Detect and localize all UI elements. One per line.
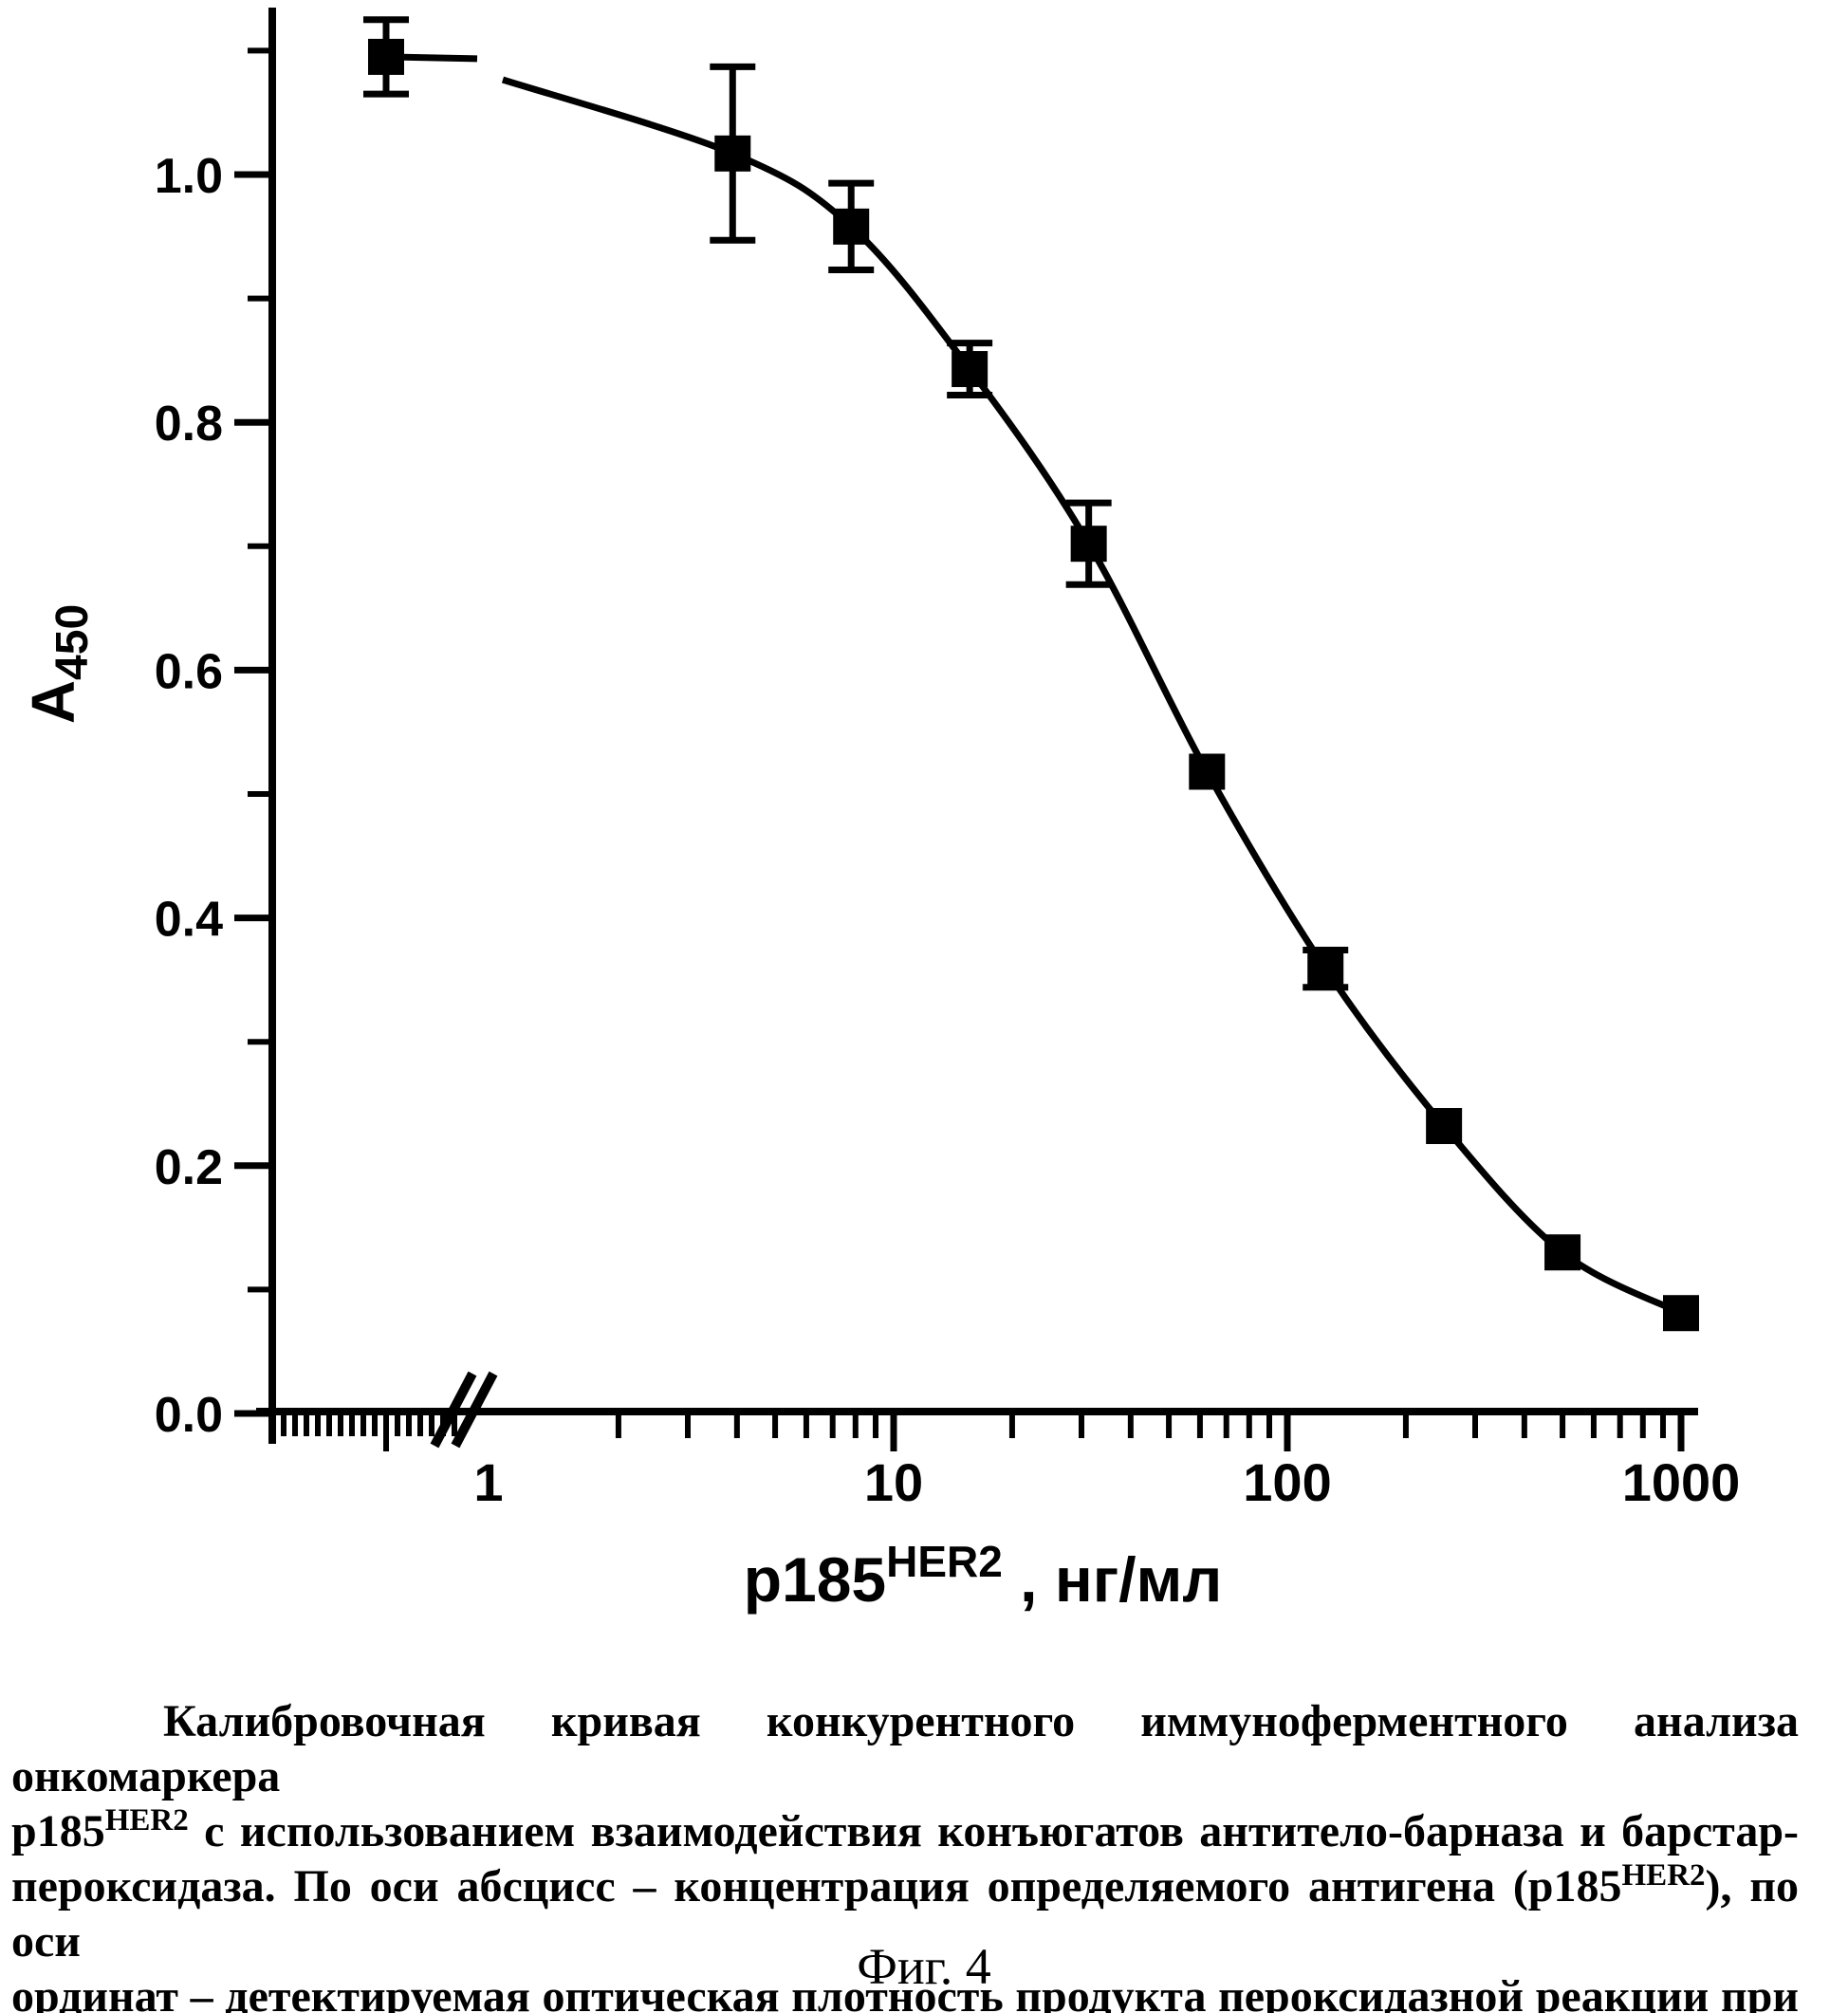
y-tick-label: 0.2: [155, 1140, 223, 1195]
data-point-marker: [1070, 526, 1107, 563]
y-tick-label: 0.4: [155, 893, 223, 948]
axis-break-slash: [430, 1371, 477, 1449]
x-tick-label: 10: [864, 1452, 923, 1512]
figure-label: Фиг. 4: [857, 1938, 991, 1995]
caption-superscript: HER2: [104, 1803, 189, 1838]
data-point-marker: [1663, 1295, 1699, 1332]
calibration-chart: 0.0 0.2 0.4 0.6 0.8 1.0 1 10 100 1000 A450 p185HE…: [19, 8, 1741, 1615]
caption-text: ), по оси: [11, 1861, 1800, 1967]
x-tick-label: 100: [1243, 1452, 1331, 1512]
data-point-marker: [714, 135, 751, 172]
caption-superscript: HER2: [1621, 1858, 1706, 1893]
data-point-marker: [1544, 1234, 1581, 1271]
caption-text: p185: [11, 1806, 105, 1856]
data-point-marker: [952, 351, 989, 388]
curve-line: [501, 76, 1683, 1317]
y-tick-label: 0.8: [155, 397, 223, 452]
caption-line: p185HER2 с использованием взаимодействия…: [11, 1804, 1799, 1859]
caption-line: Калибровочная кривая конкурентного иммун…: [11, 1694, 1799, 1804]
x-tick-label: 1: [473, 1452, 503, 1512]
caption-line: ординат – детектируемая оптическая плотн…: [11, 1969, 1799, 2013]
y-tick-label: 1.0: [155, 149, 223, 204]
caption-text: пероксидаза. По оси абсцисс – концентрац…: [11, 1861, 1622, 1911]
data-point-marker: [833, 208, 870, 245]
chart-generated-layer: 0.0 0.2 0.4 0.6 0.8 1.0 1 10 100 1000: [155, 8, 1741, 1512]
x-tick-label: 1000: [1622, 1452, 1741, 1512]
data-point-marker: [1307, 951, 1344, 988]
caption-text: с использованием взаимодействия конъюгат…: [188, 1806, 1799, 1856]
y-tick-label: 0.0: [155, 1388, 223, 1443]
y-axis-title: A450: [19, 604, 98, 724]
data-point-marker: [1426, 1108, 1463, 1145]
data-point-marker: [368, 38, 404, 75]
caption-text: ординат – детектируемая оптическая плотн…: [11, 1971, 1799, 2013]
figure-caption: Калибровочная кривая конкурентного иммун…: [11, 1694, 1799, 2013]
y-tick-label: 0.6: [155, 644, 223, 699]
caption-line: пероксидаза. По оси абсцисс – концентрац…: [11, 1859, 1799, 1969]
axis-break-slash: [451, 1371, 498, 1449]
data-point-marker: [1189, 753, 1226, 790]
caption-text: Калибровочная кривая конкурентного иммун…: [11, 1696, 1799, 1801]
x-axis-title: p185HER2 , нг/мл: [744, 1537, 1223, 1615]
